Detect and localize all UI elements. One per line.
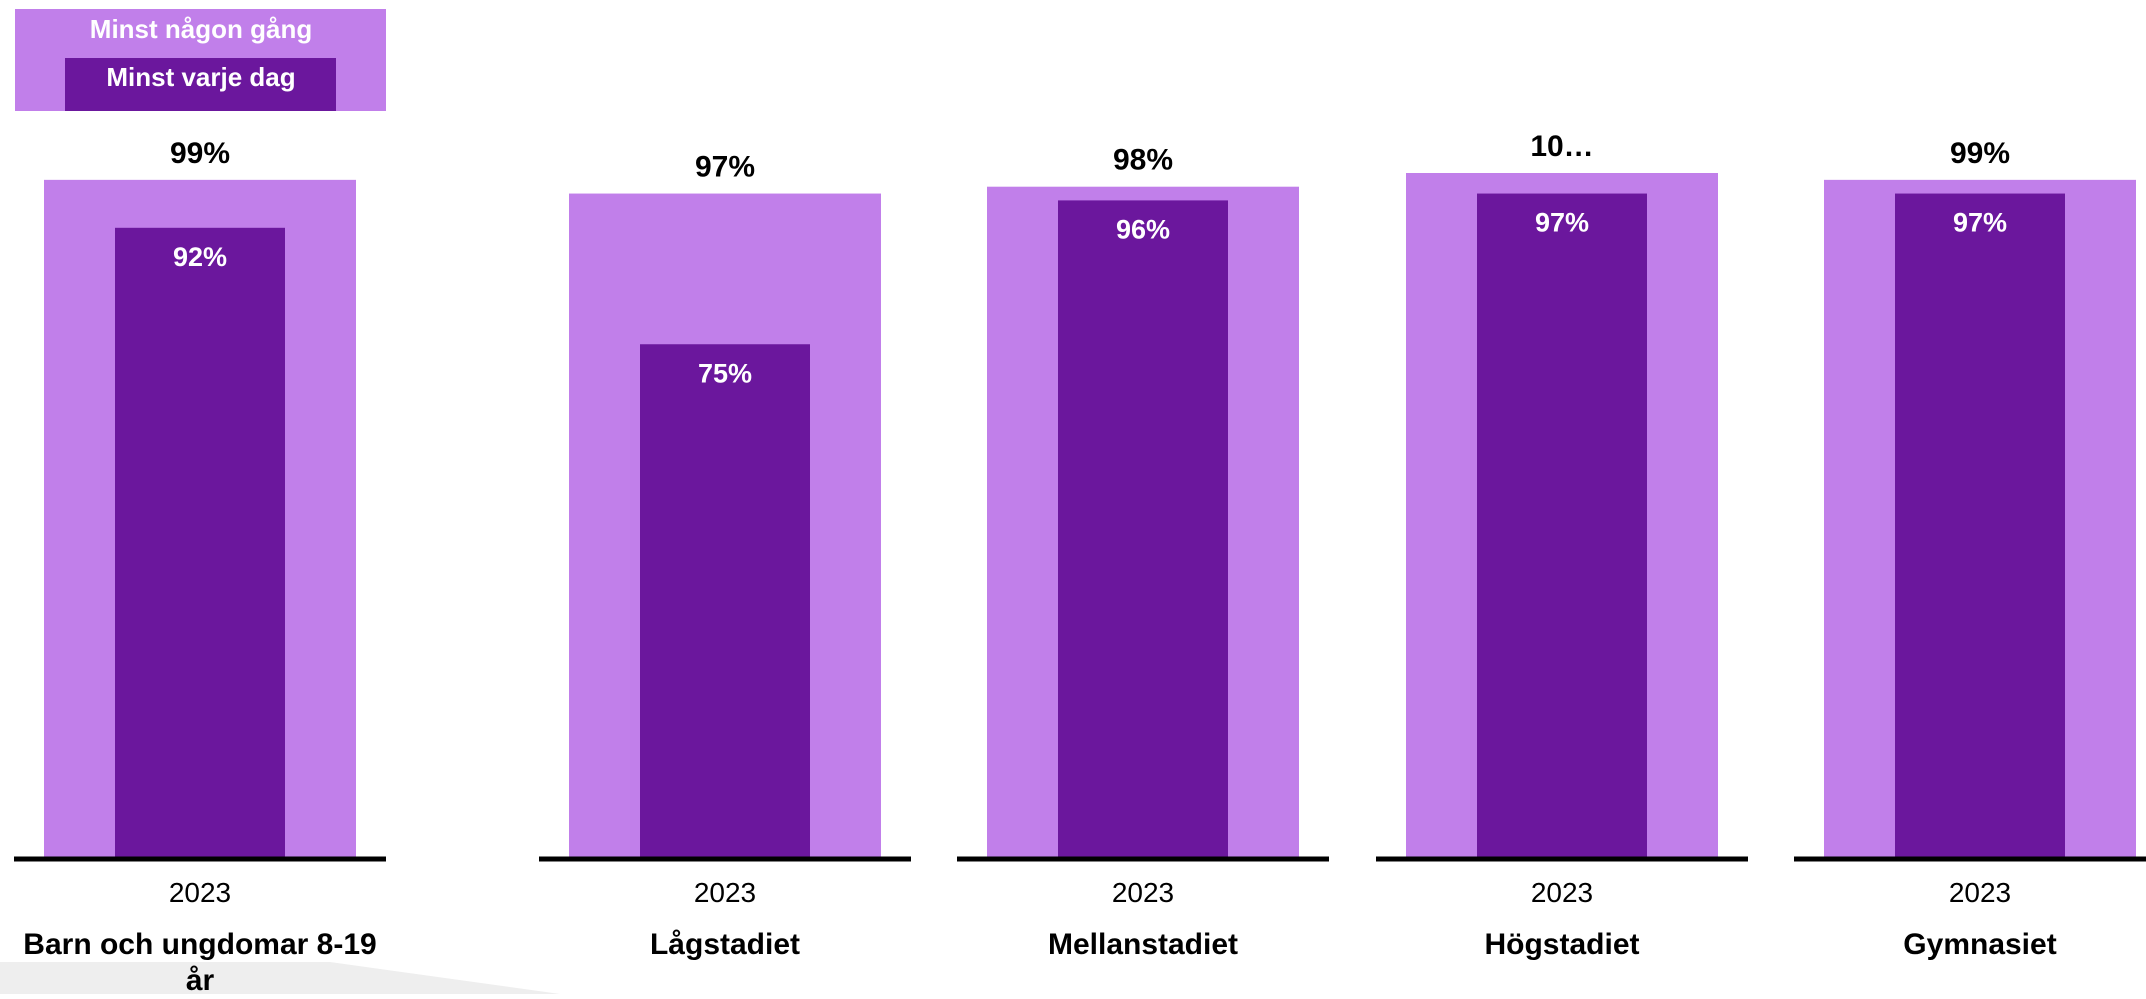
bars-layer: 99% 92% 2023 Barn och ungdomar 8-19 år 97% 75%… xyxy=(14,130,2146,997)
bar-inner xyxy=(640,344,810,858)
inner-value-label: 97% xyxy=(1953,208,2007,238)
inner-value-label: 75% xyxy=(698,358,752,388)
bar-inner xyxy=(1895,193,2065,859)
inner-value-label: 97% xyxy=(1535,208,1589,238)
category-label: Lågstadiet xyxy=(650,928,800,961)
x-tick-label: 2023 xyxy=(1949,877,2011,908)
background-shape xyxy=(0,962,560,994)
category-label: Barn och ungdomar 8-19 år xyxy=(23,928,376,994)
bar-inner xyxy=(115,227,285,859)
legend-outer-label: Minst någon gång xyxy=(90,14,312,44)
legend-inner-label: Minst varje dag xyxy=(106,62,295,92)
bar-inner xyxy=(1477,193,1647,859)
inner-value-label: 92% xyxy=(173,242,227,272)
x-tick-label: 2023 xyxy=(1531,877,1593,908)
category-label: Högstadiet xyxy=(1484,928,1639,961)
x-tick-label: 2023 xyxy=(169,877,231,908)
category-label: Gymnasiet xyxy=(1903,928,2056,961)
outer-value-label: 99% xyxy=(1950,137,2010,170)
outer-value-label: 10… xyxy=(1530,130,1593,163)
legend: Minst någon gång Minst varje dag xyxy=(15,9,386,111)
legend-inner-swatch xyxy=(65,58,336,111)
outer-value-label: 97% xyxy=(695,151,755,184)
category-label: Mellanstadiet xyxy=(1048,928,1238,961)
x-tick-label: 2023 xyxy=(694,877,756,908)
outer-value-label: 99% xyxy=(170,137,230,170)
x-tick-label: 2023 xyxy=(1112,877,1174,908)
inner-value-label: 96% xyxy=(1116,214,1170,244)
outer-value-label: 98% xyxy=(1113,144,1173,177)
bar-inner xyxy=(1058,200,1228,858)
